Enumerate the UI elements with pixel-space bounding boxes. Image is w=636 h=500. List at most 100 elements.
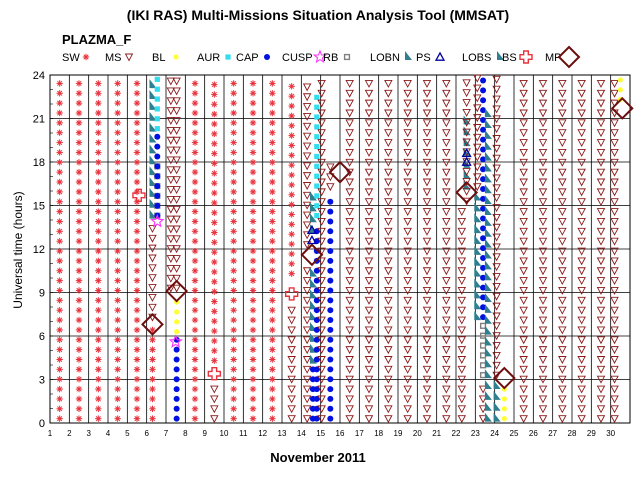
ms-marker — [403, 227, 412, 236]
ms-marker — [317, 395, 326, 404]
ms-marker — [596, 148, 606, 157]
ms-marker — [457, 405, 467, 414]
cap-marker — [327, 415, 334, 422]
legend-label-ms: MS — [105, 52, 122, 64]
ms-marker — [326, 163, 335, 172]
ms-marker — [287, 415, 296, 424]
ms-marker — [519, 346, 528, 355]
lobn-marker — [405, 51, 412, 60]
ms-marker — [364, 218, 374, 226]
ms-marker — [403, 237, 412, 246]
cap-marker — [173, 376, 180, 383]
bl-marker — [501, 396, 507, 402]
ms-marker — [345, 365, 354, 374]
sw-marker — [191, 218, 199, 225]
ms-marker — [302, 93, 312, 102]
ms-marker — [596, 168, 606, 177]
ms-marker — [492, 312, 501, 321]
sw-marker — [114, 287, 121, 294]
sw-marker — [114, 129, 121, 136]
cap-marker — [327, 257, 334, 264]
ms-marker — [403, 247, 412, 256]
sw-marker — [249, 297, 257, 304]
ms-marker — [302, 346, 312, 355]
ms-marker — [596, 79, 606, 88]
cap-marker — [154, 173, 161, 180]
ms-marker — [538, 188, 548, 197]
ms-marker — [457, 306, 467, 315]
ms-marker — [210, 405, 219, 414]
ms-marker — [519, 139, 528, 148]
cap-marker — [173, 386, 180, 393]
ms-marker — [473, 183, 482, 192]
sw-marker — [269, 129, 276, 136]
ms-marker — [596, 336, 606, 345]
ms-marker — [345, 178, 354, 187]
ms-marker — [403, 79, 412, 88]
ms-marker — [610, 148, 619, 157]
sw-marker — [95, 247, 102, 255]
sw-marker — [114, 188, 121, 196]
sw-marker — [114, 316, 121, 324]
sw-marker — [114, 159, 121, 166]
ms-marker — [610, 119, 619, 128]
ms-marker — [492, 164, 501, 173]
sw-marker — [249, 306, 257, 314]
sw-marker — [75, 129, 83, 136]
ms-marker — [345, 89, 354, 98]
ms-marker — [538, 306, 548, 315]
sw-marker — [56, 267, 63, 274]
aur-marker — [314, 134, 320, 140]
ms-marker — [577, 208, 586, 217]
ms-marker — [302, 277, 312, 286]
ms-marker — [364, 415, 374, 424]
ms-marker — [166, 255, 176, 264]
ms-marker — [287, 346, 296, 355]
sw-marker — [114, 247, 121, 255]
x-tick-label: 15 — [316, 429, 325, 438]
sw-marker — [249, 346, 257, 353]
ms-marker — [577, 247, 586, 256]
ms-marker — [519, 277, 528, 286]
cap-marker — [480, 156, 487, 163]
sw-marker — [56, 129, 63, 136]
ms-marker — [538, 129, 548, 138]
lobs-marker — [474, 202, 482, 212]
ms-marker — [422, 237, 432, 246]
ms-marker — [442, 247, 451, 256]
sw-marker — [269, 149, 276, 156]
ms-marker — [317, 139, 326, 148]
ms-marker — [457, 326, 467, 335]
ms-marker — [302, 162, 312, 171]
lobs-marker — [484, 347, 492, 357]
sw-marker — [191, 80, 199, 87]
sw-marker — [75, 336, 83, 343]
sw-marker — [95, 405, 102, 412]
sw-marker — [114, 237, 121, 245]
ms-marker — [422, 208, 432, 217]
sw-marker — [269, 336, 276, 343]
lobn-marker — [309, 278, 317, 288]
ms-marker — [442, 267, 451, 276]
ms-marker — [442, 277, 451, 286]
sw-marker — [95, 80, 102, 87]
sw-marker — [269, 356, 276, 363]
ms-marker — [442, 415, 451, 424]
lobs-marker — [484, 249, 492, 259]
ms-marker — [610, 306, 619, 315]
ms-marker — [442, 168, 451, 177]
rb-marker — [479, 362, 487, 369]
sw-marker — [191, 326, 199, 334]
ms-marker — [384, 178, 393, 187]
cap-marker — [480, 215, 487, 222]
sw-marker — [230, 139, 237, 146]
ms-marker — [457, 415, 467, 424]
ms-marker — [345, 356, 354, 364]
sw-marker — [230, 336, 237, 343]
sw-marker — [211, 219, 218, 226]
sw-marker — [95, 326, 102, 334]
ms-marker — [538, 296, 548, 305]
sw-marker — [95, 385, 102, 393]
sw-marker — [75, 168, 83, 176]
ms-marker — [492, 233, 501, 242]
